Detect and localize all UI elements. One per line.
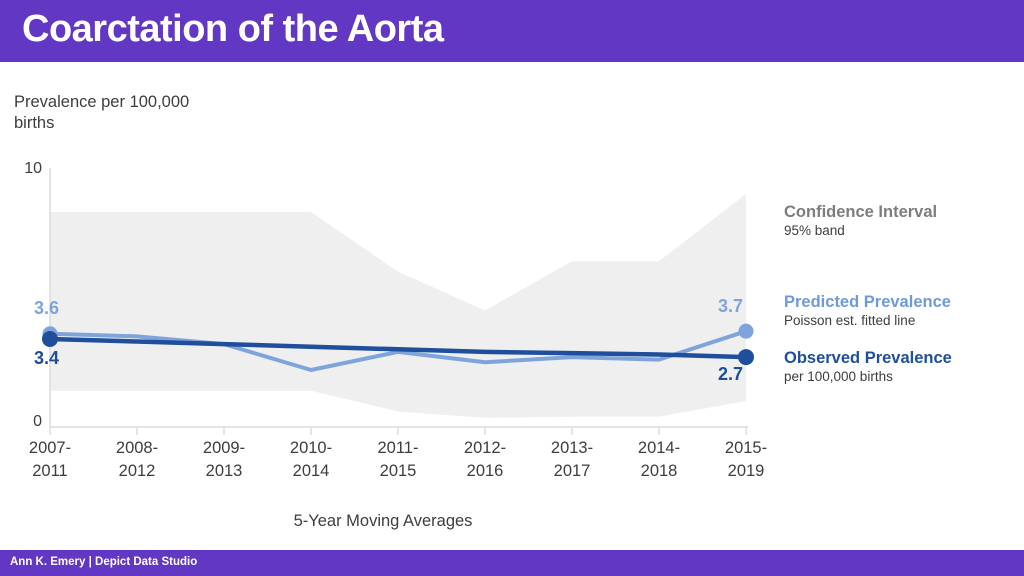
x-axis-label-2015-2019: 2015- 2019 xyxy=(703,437,789,483)
footer-credit: Ann K. Emery | Depict Data Studio xyxy=(10,556,198,568)
x-axis-label-line: 2011 xyxy=(32,462,68,480)
x-axis-label-line: 2007- xyxy=(28,439,72,457)
legend-item-confidence-interval: Confidence Interval 95% band xyxy=(784,202,1022,240)
observed-start-marker xyxy=(42,330,58,347)
x-axis-label-line: 2014 xyxy=(292,462,330,480)
legend-item-predicted-prevalence: Predicted Prevalence Poisson est. fitted… xyxy=(784,292,1022,330)
confidence-interval-band xyxy=(50,193,746,418)
x-axis-label-line: 2012- xyxy=(463,439,507,457)
x-axis-label-2009-2013: 2009- 2013 xyxy=(181,437,267,483)
predicted-prevalence-line xyxy=(48,329,748,373)
observed-end-marker xyxy=(738,349,754,366)
predicted-end-marker xyxy=(738,323,754,339)
x-axis-label-line: 2013 xyxy=(205,462,243,480)
legend-item-observed-prevalence: Observed Prevalence per 100,000 births xyxy=(784,348,1022,386)
x-axis-label-2007-2011: 2007- 2011 xyxy=(7,437,93,483)
x-axis-label-line: 2015- xyxy=(724,439,768,457)
legend-title-confidence-interval: Confidence Interval xyxy=(784,203,938,221)
page-title: Coarctation of the Aorta xyxy=(22,8,444,50)
x-axis-label-line: 2018 xyxy=(640,462,678,480)
x-axis-title: 5-Year Moving Averages xyxy=(293,512,473,530)
observed-prevalence-line xyxy=(47,336,749,360)
callout-observed-last: 2.7 xyxy=(718,364,744,384)
legend-title-predicted-prevalence: Predicted Prevalence xyxy=(784,293,951,311)
header-banner: Coarctation of the Aorta xyxy=(0,0,1024,62)
x-axis-label-2008-2012: 2008- 2012 xyxy=(94,437,180,483)
x-axis-label-line: 2009- xyxy=(202,439,246,457)
footer-banner: Ann K. Emery | Depict Data Studio xyxy=(0,550,1024,576)
callout-predicted-first: 3.6 xyxy=(34,298,60,318)
x-axis-tick-labels: 2007- 2011 2008- 2012 2009- 2013 2010- 2014 2011… xyxy=(0,437,790,493)
legend-subtitle-confidence-interval: 95% band xyxy=(784,223,845,238)
callout-predicted-last: 3.7 xyxy=(718,296,744,316)
x-axis-label-line: 2011- xyxy=(377,439,419,457)
x-axis-label-2012-2016: 2012- 2016 xyxy=(442,437,528,483)
x-axis-label-line: 2010- xyxy=(289,439,333,457)
x-axis-label-line: 2014- xyxy=(637,439,681,457)
x-axis-label-line: 2016 xyxy=(466,462,504,480)
x-axis-label-line: 2017 xyxy=(553,462,591,480)
legend-subtitle-predicted-prevalence: Poisson est. fitted line xyxy=(784,313,916,328)
x-axis-ticks xyxy=(49,427,747,435)
x-axis-label-2011-2015: 2011- 2015 xyxy=(355,437,441,483)
x-axis-label-line: 2015 xyxy=(379,462,417,480)
y-tick-label-0: 0 xyxy=(33,413,42,430)
x-axis-label-2014-2018: 2014- 2018 xyxy=(616,437,702,483)
y-tick-label-10: 10 xyxy=(24,160,42,177)
callout-observed-first: 3.4 xyxy=(34,348,60,368)
legend-title-observed-prevalence: Observed Prevalence xyxy=(784,349,952,367)
x-axis-label-line: 2013- xyxy=(550,439,594,457)
y-axis-title: Prevalence per 100,000 births xyxy=(14,93,190,132)
x-axis-label-2010-2014: 2010- 2014 xyxy=(268,437,354,483)
x-axis-label-2013-2017: 2013- 2017 xyxy=(529,437,615,483)
x-axis-label-line: 2008- xyxy=(115,439,159,457)
x-axis-label-line: 2019 xyxy=(727,462,765,480)
line-chart-plot xyxy=(42,168,754,435)
legend-subtitle-observed-prevalence: per 100,000 births xyxy=(784,369,893,384)
x-axis-label-line: 2012 xyxy=(118,462,156,480)
